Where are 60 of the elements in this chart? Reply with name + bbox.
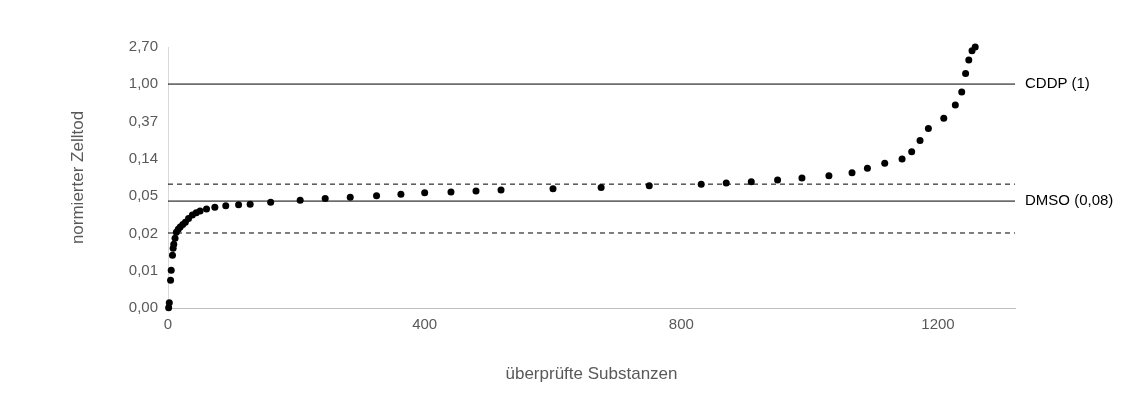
point (222, 202, 230, 210)
x-tick-label: 800 (668, 315, 694, 333)
point (267, 198, 275, 206)
y-axis-title: normierter Zelltod (67, 110, 87, 245)
point (168, 251, 176, 259)
point (916, 137, 924, 145)
point (958, 88, 966, 96)
point (881, 159, 889, 167)
point (962, 69, 970, 77)
ref-line-label: CDDP (1) (1025, 74, 1090, 92)
point (971, 43, 979, 51)
y-tick-label: 0,14 (128, 148, 158, 166)
point (196, 207, 204, 215)
point (848, 169, 856, 177)
point (549, 185, 557, 193)
point (924, 124, 932, 132)
point (373, 192, 381, 200)
point (722, 179, 730, 187)
point (203, 205, 210, 213)
point (472, 187, 480, 195)
point (898, 155, 906, 163)
point (346, 193, 354, 201)
x-tick-label: 1200 (921, 315, 955, 333)
y-tick-label: 0,02 (128, 223, 158, 241)
y-tick-label: 0,05 (128, 186, 158, 204)
point (951, 101, 959, 109)
point (246, 200, 254, 208)
point (421, 189, 429, 197)
point (171, 234, 179, 242)
point (940, 114, 948, 122)
point (321, 195, 329, 203)
y-tick-label: 0,37 (128, 111, 158, 129)
x-tick-label: 0 (163, 315, 173, 333)
point (167, 266, 175, 274)
point (798, 174, 806, 182)
point (863, 164, 871, 172)
point (825, 172, 833, 180)
point (774, 176, 782, 184)
point (397, 190, 405, 198)
y-tick-label: 1,00 (128, 74, 158, 92)
point (170, 240, 178, 248)
y-tick-label: 2,70 (128, 37, 158, 55)
y-tick-label: 0,01 (128, 260, 158, 278)
point (697, 180, 705, 188)
point (296, 196, 304, 204)
ref-line-label: DMSO (0,08) (1025, 191, 1114, 209)
point (165, 299, 173, 307)
point (235, 201, 243, 209)
point (597, 183, 605, 191)
point (965, 56, 973, 64)
y-tick-label: 0,00 (128, 298, 158, 316)
point (211, 203, 219, 211)
point (747, 178, 755, 186)
point (447, 188, 455, 196)
point (167, 276, 175, 284)
x-tick-label: 400 (412, 315, 438, 333)
point (497, 186, 505, 194)
point (645, 182, 653, 190)
point (908, 148, 916, 156)
x-axis-title: überprüfte Substanzen (505, 364, 678, 384)
